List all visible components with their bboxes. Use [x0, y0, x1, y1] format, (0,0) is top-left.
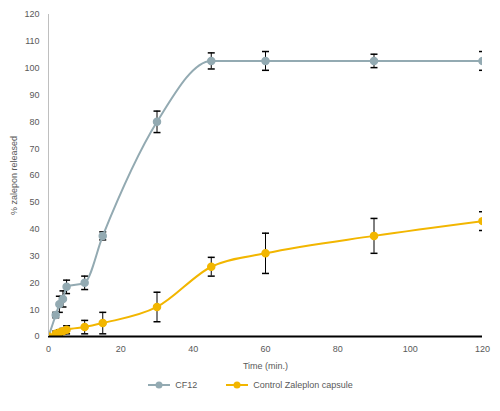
html-text:CF12: CF12 — [175, 380, 198, 390]
svg-text:20: 20 — [116, 344, 126, 354]
svg-text:40: 40 — [188, 344, 198, 354]
svg-text:60: 60 — [29, 170, 39, 180]
svg-text:120: 120 — [24, 9, 39, 19]
svg-text:100: 100 — [24, 63, 39, 73]
svg-text:40: 40 — [29, 224, 39, 234]
svg-text:60: 60 — [260, 344, 270, 354]
svg-text:110: 110 — [25, 36, 39, 46]
svg-text:0: 0 — [46, 344, 51, 354]
svg-text:Time (min.): Time (min.) — [243, 361, 288, 371]
svg-text:50: 50 — [29, 197, 39, 207]
svg-text:90: 90 — [29, 90, 39, 100]
svg-text:20: 20 — [29, 278, 39, 288]
svg-text:10: 10 — [29, 305, 39, 315]
svg-text:80: 80 — [29, 117, 39, 127]
svg-text:0: 0 — [34, 331, 39, 341]
html-text:Control Zaleplon capsule: Control Zaleplon capsule — [253, 380, 353, 390]
svg-text:120: 120 — [475, 344, 490, 354]
svg-text:70: 70 — [29, 144, 39, 154]
svg-text:100: 100 — [403, 344, 418, 354]
svg-text:% zalepon released: % zalepon released — [9, 136, 19, 215]
svg-text:80: 80 — [333, 344, 343, 354]
svg-text:30: 30 — [29, 251, 39, 261]
